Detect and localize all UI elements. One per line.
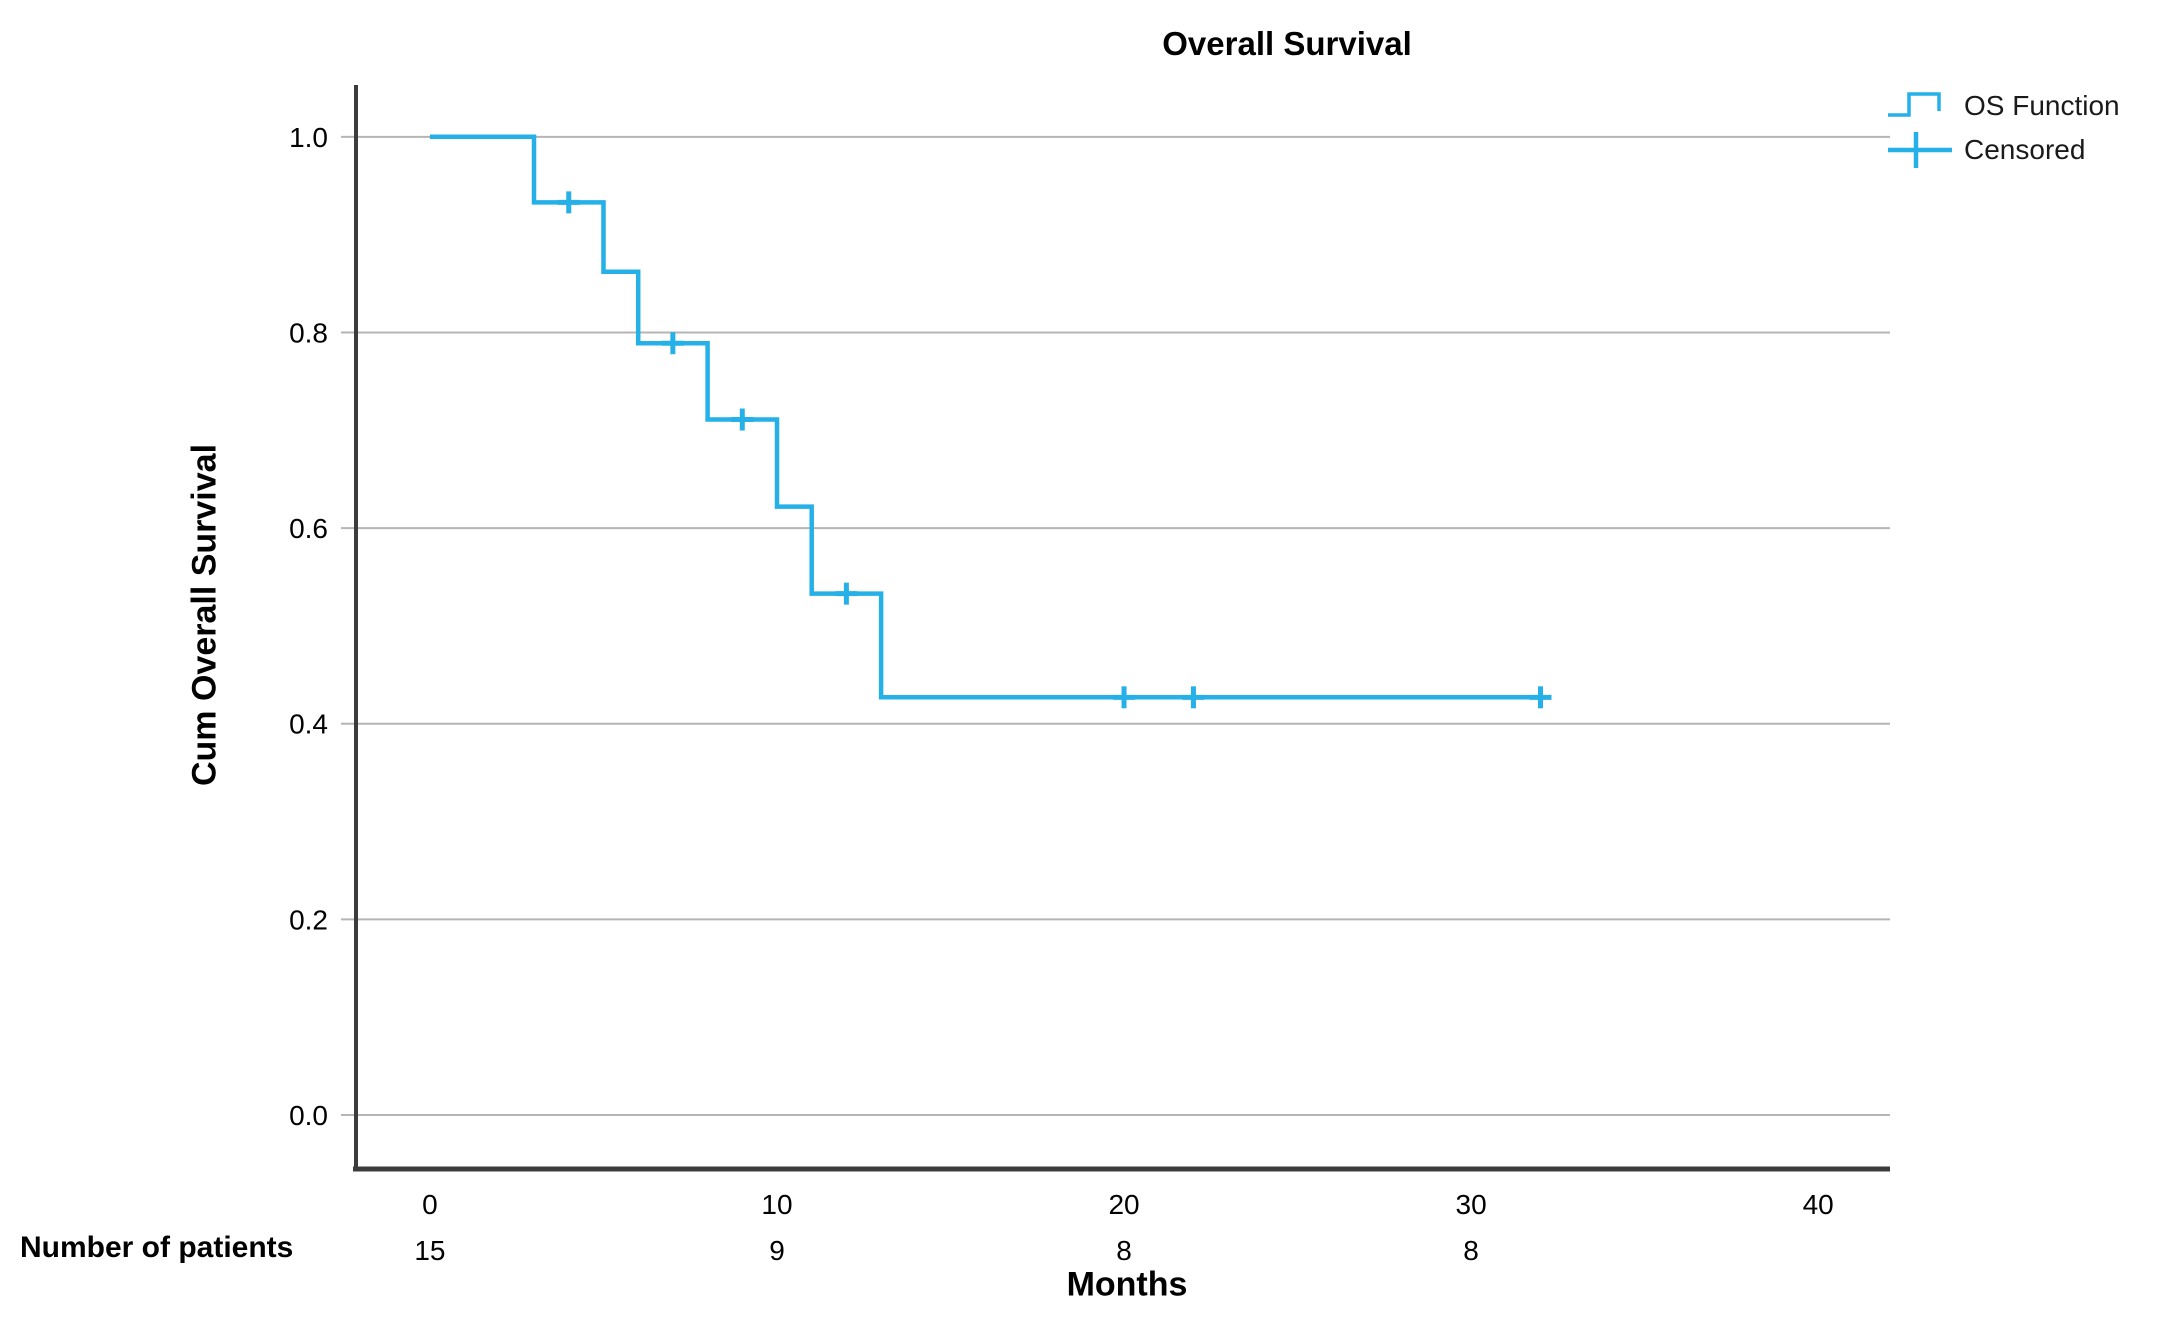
legend: OS Function Censored	[1886, 84, 2120, 172]
y-axis-title: Cum Overall Survival	[185, 443, 224, 787]
n-at-risk-value-30: 8	[1463, 1235, 1479, 1266]
os-step-curve	[429, 134, 1541, 700]
x-tick-label-10: 10	[761, 1189, 792, 1220]
x-tick-label-0: 0	[422, 1189, 438, 1220]
number-of-patients-label: Number of patients	[20, 1231, 294, 1264]
y-tick-label-0.0: 0.0	[289, 1100, 328, 1131]
legend-label-censored: Censored	[1964, 134, 2086, 165]
legend-label-os-function: OS Function	[1964, 90, 2120, 121]
x-axis-title: Months	[1066, 1265, 1188, 1304]
n-at-risk-value-10: 9	[769, 1235, 785, 1266]
y-tick-label-1.0: 1.0	[289, 122, 328, 153]
n-at-risk-value-0: 15	[414, 1235, 445, 1266]
y-tick-label-0.4: 0.4	[289, 709, 328, 740]
y-tick-label-0.2: 0.2	[289, 904, 328, 935]
n-at-risk-value-20: 8	[1116, 1235, 1132, 1266]
y-tick-label-0.6: 0.6	[289, 513, 328, 544]
legend-item-os-function: OS Function	[1886, 84, 2120, 128]
chart-title: Overall Survival	[1162, 25, 1412, 62]
y-tick-label-0.8: 0.8	[289, 317, 328, 348]
x-tick-label-40: 40	[1803, 1189, 1834, 1220]
legend-item-censored: Censored	[1886, 128, 2120, 172]
plus-censor-icon	[1888, 132, 1952, 168]
step-line-icon	[1888, 92, 1941, 117]
x-tick-label-30: 30	[1456, 1189, 1487, 1220]
x-tick-label-20: 20	[1108, 1189, 1139, 1220]
